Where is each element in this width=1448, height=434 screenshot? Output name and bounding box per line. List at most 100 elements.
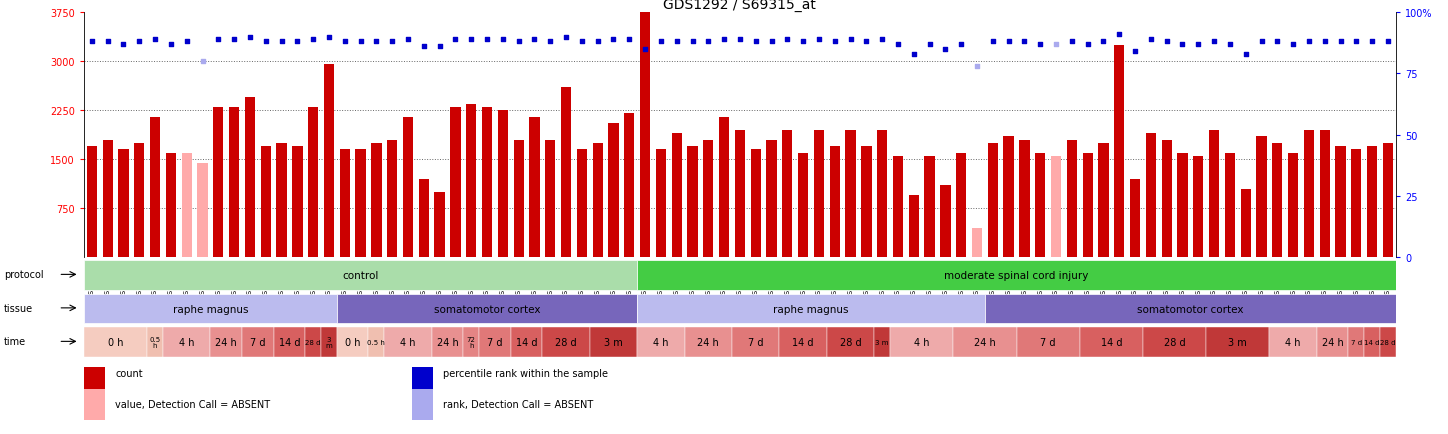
Bar — [135, 144, 145, 258]
Point — [1140, 36, 1163, 43]
Bar — [1364, 328, 1380, 357]
Bar — [1051, 157, 1061, 258]
Point — [429, 44, 452, 51]
Point — [1028, 41, 1051, 48]
Point — [143, 36, 167, 43]
Point — [712, 36, 736, 43]
Bar — [576, 150, 586, 258]
Point — [1060, 39, 1083, 46]
Bar — [1303, 131, 1315, 258]
Text: 0 h: 0 h — [107, 337, 123, 347]
Bar — [103, 140, 113, 258]
Bar — [466, 105, 476, 258]
Text: 4 h: 4 h — [400, 337, 416, 347]
Bar — [432, 328, 463, 357]
Bar — [181, 153, 191, 258]
Point — [96, 39, 119, 46]
Point — [744, 39, 767, 46]
Bar — [1145, 134, 1156, 258]
Bar — [498, 111, 508, 258]
Text: 24 h: 24 h — [1322, 337, 1344, 347]
Point — [1012, 39, 1035, 46]
Text: 4 h: 4 h — [180, 337, 194, 347]
Bar — [1257, 137, 1267, 258]
Point — [1187, 41, 1211, 48]
Bar — [560, 88, 571, 258]
Bar — [1080, 328, 1142, 357]
Bar — [640, 13, 650, 258]
Point — [1076, 41, 1099, 48]
Text: 0.5
h: 0.5 h — [149, 336, 161, 348]
Bar — [827, 328, 875, 357]
Bar — [1142, 328, 1206, 357]
Bar — [750, 150, 760, 258]
Bar — [530, 118, 540, 258]
Point — [445, 36, 468, 43]
Point — [838, 36, 862, 43]
Point — [539, 39, 562, 46]
Bar — [1099, 144, 1109, 258]
Text: 4 h: 4 h — [914, 337, 930, 347]
Point — [602, 36, 626, 43]
Bar — [1270, 328, 1316, 357]
Bar — [1209, 131, 1219, 258]
Text: raphe magnus: raphe magnus — [773, 304, 849, 314]
Point — [854, 39, 877, 46]
Point — [1266, 39, 1289, 46]
Text: 24 h: 24 h — [216, 337, 237, 347]
Bar — [637, 294, 985, 323]
Point — [918, 41, 941, 48]
Bar — [87, 147, 97, 258]
Bar — [1241, 189, 1251, 258]
Text: percentile rank within the sample: percentile rank within the sample — [443, 368, 608, 378]
Bar — [463, 328, 479, 357]
Point — [571, 39, 594, 46]
Bar — [387, 140, 397, 258]
Point — [1361, 39, 1384, 46]
Title: GDS1292 / S69315_at: GDS1292 / S69315_at — [663, 0, 817, 12]
Text: 24 h: 24 h — [698, 337, 720, 347]
Text: 24 h: 24 h — [975, 337, 996, 347]
Text: 3 m: 3 m — [876, 339, 889, 345]
Bar — [798, 153, 808, 258]
Bar — [148, 328, 164, 357]
Bar — [1016, 328, 1080, 357]
Point — [191, 59, 214, 66]
Point — [1234, 51, 1257, 58]
Point — [1281, 41, 1305, 48]
Bar — [782, 131, 792, 258]
Point — [822, 39, 846, 46]
Point — [902, 51, 925, 58]
Bar — [337, 294, 637, 323]
Bar — [213, 108, 223, 258]
Bar — [814, 131, 824, 258]
Bar — [84, 261, 637, 290]
Point — [491, 36, 514, 43]
Point — [1156, 39, 1179, 46]
Point — [998, 39, 1021, 46]
Bar — [479, 328, 511, 357]
Text: 28 d: 28 d — [306, 339, 321, 345]
Point — [381, 39, 404, 46]
Point — [1250, 39, 1273, 46]
Bar — [324, 65, 334, 258]
Bar — [589, 328, 637, 357]
Bar — [830, 147, 840, 258]
Point — [634, 46, 657, 53]
Point — [1218, 41, 1241, 48]
Text: 7 d: 7 d — [251, 337, 265, 347]
Bar — [1129, 180, 1140, 258]
Point — [934, 46, 957, 53]
Bar — [733, 328, 779, 357]
Point — [681, 39, 704, 46]
Point — [1108, 32, 1131, 39]
Point — [459, 36, 482, 43]
Point — [507, 39, 530, 46]
Bar — [337, 328, 368, 357]
Bar — [384, 328, 432, 357]
Bar — [1003, 137, 1014, 258]
Point — [760, 39, 783, 46]
Bar — [1316, 328, 1348, 357]
Point — [792, 39, 815, 46]
Bar — [450, 108, 460, 258]
